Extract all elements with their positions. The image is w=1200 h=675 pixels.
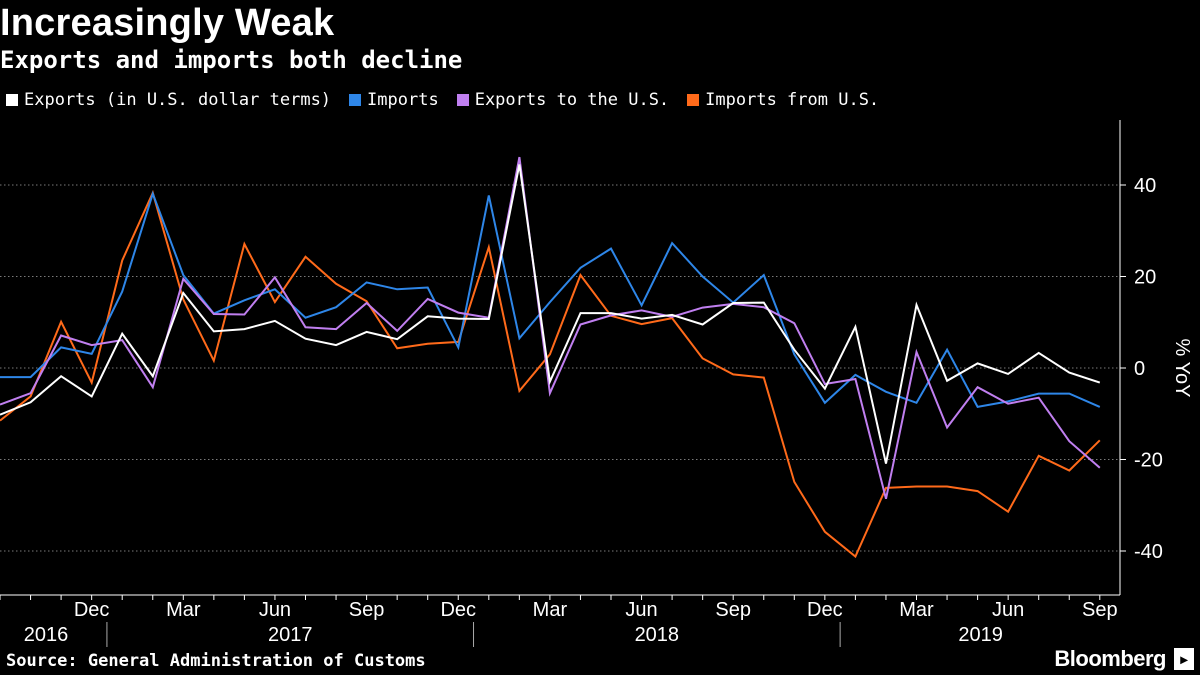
chart-subtitle: Exports and imports both decline bbox=[0, 46, 463, 74]
y-tick-label: -40 bbox=[1134, 541, 1163, 563]
legend-swatch-exports-us bbox=[456, 94, 469, 106]
x-tick-label: Dec bbox=[74, 599, 110, 621]
x-tick-label: Jun bbox=[259, 599, 291, 621]
legend-item-imports-us: Imports from U.S. bbox=[687, 90, 879, 110]
legend-item-exports: Exports (in U.S. dollar terms) bbox=[6, 90, 331, 110]
legend-label-imports-us: Imports from U.S. bbox=[705, 90, 880, 110]
y-tick-label: -20 bbox=[1134, 450, 1163, 472]
x-tick-label: Mar bbox=[166, 599, 201, 621]
bloomberg-icon: ▸ bbox=[1174, 648, 1194, 670]
year-label: 2019 bbox=[958, 624, 1003, 646]
year-label: 2018 bbox=[635, 624, 680, 646]
x-tick-label: Jun bbox=[992, 599, 1024, 621]
x-tick-label: Jun bbox=[625, 599, 657, 621]
chart-title: Increasingly Weak bbox=[0, 2, 335, 44]
x-tick-label: Mar bbox=[533, 599, 568, 621]
legend-item-imports: Imports bbox=[349, 90, 439, 110]
y-tick-label: 40 bbox=[1134, 175, 1156, 197]
source-note: Source: General Administration of Custom… bbox=[6, 651, 426, 671]
y-axis-label: % YoY bbox=[1171, 339, 1193, 398]
series-line-1 bbox=[0, 190, 1101, 409]
x-tick-label: Dec bbox=[807, 599, 843, 621]
legend-label-imports: Imports bbox=[367, 90, 439, 110]
y-tick-label: 0 bbox=[1134, 358, 1145, 380]
legend-label-exports: Exports (in U.S. dollar terms) bbox=[24, 90, 332, 110]
x-tick-label: Sep bbox=[349, 599, 385, 621]
legend-item-exports-us: Exports to the U.S. bbox=[456, 90, 670, 110]
bloomberg-logo: Bloomberg bbox=[1054, 646, 1166, 671]
year-label: 2017 bbox=[268, 624, 313, 646]
legend-swatch-exports bbox=[6, 94, 18, 106]
legend-swatch-imports-us bbox=[687, 94, 700, 106]
x-tick-label: Sep bbox=[715, 599, 751, 621]
x-tick-label: Dec bbox=[440, 599, 476, 621]
series-line-0 bbox=[0, 164, 1101, 464]
legend-swatch-imports bbox=[349, 94, 362, 106]
year-label: 2016 bbox=[24, 624, 69, 646]
series-line-3 bbox=[0, 189, 1101, 559]
x-tick-label: Sep bbox=[1082, 599, 1118, 621]
series-line-2 bbox=[0, 156, 1101, 500]
x-tick-label: Mar bbox=[899, 599, 934, 621]
y-tick-label: 20 bbox=[1134, 267, 1156, 289]
legend: Exports (in U.S. dollar terms) Imports E… bbox=[6, 90, 879, 110]
legend-label-exports-us: Exports to the U.S. bbox=[474, 90, 670, 110]
